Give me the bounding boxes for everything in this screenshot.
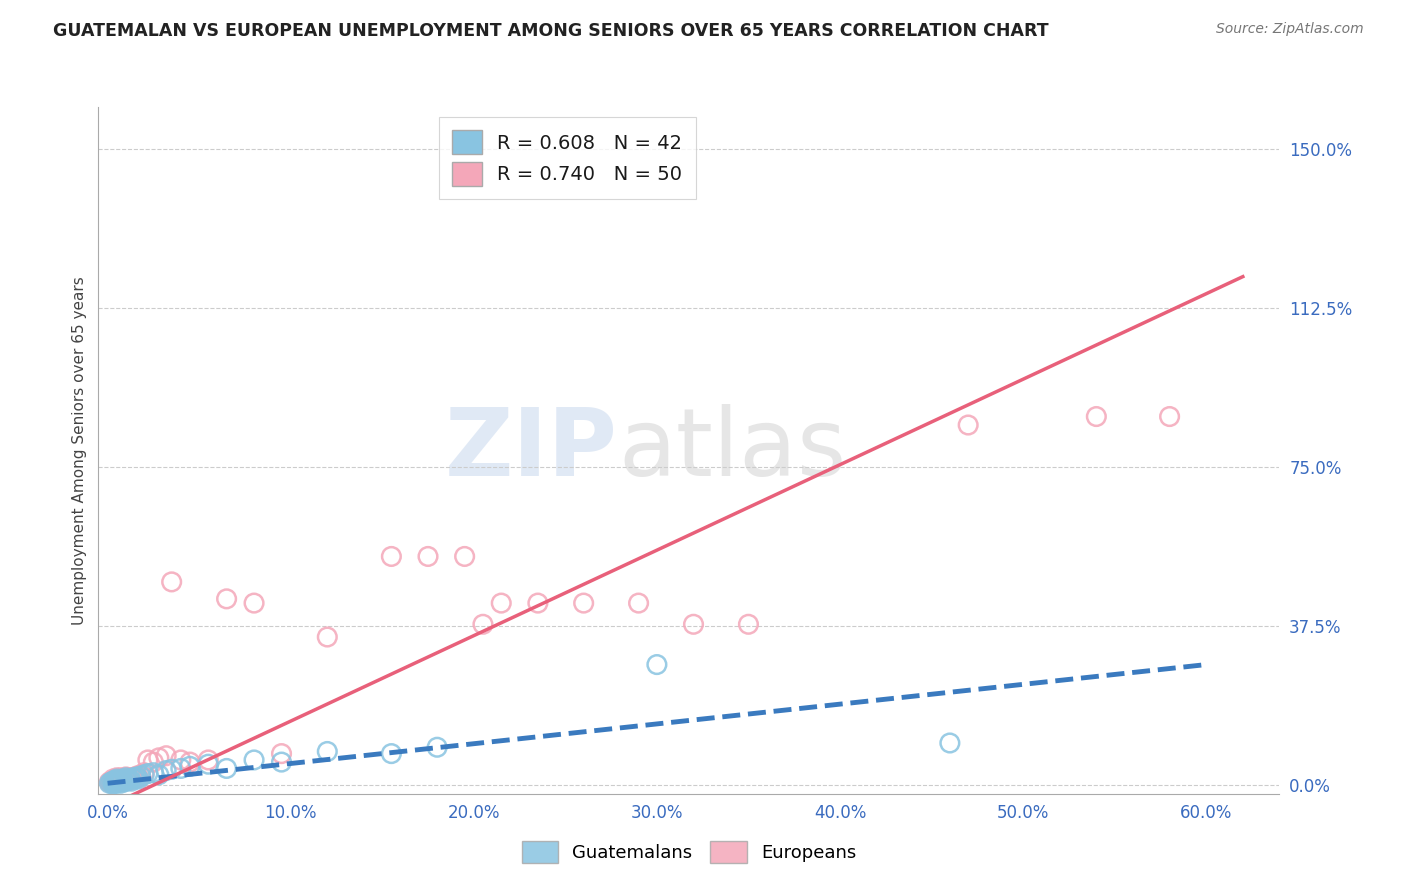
Point <box>453 549 475 564</box>
Point <box>243 753 266 767</box>
Point <box>1085 409 1108 424</box>
Point <box>100 776 122 790</box>
Point <box>148 768 170 782</box>
Point <box>120 771 142 785</box>
Point <box>142 755 165 769</box>
Point <box>98 776 121 790</box>
Point <box>124 770 146 784</box>
Point <box>215 761 238 775</box>
Point <box>155 748 177 763</box>
Point <box>115 774 138 789</box>
Point <box>117 771 139 785</box>
Point <box>101 777 124 791</box>
Point <box>134 768 156 782</box>
Point <box>737 617 759 632</box>
Point <box>426 740 449 755</box>
Point <box>527 596 550 610</box>
Point <box>939 736 962 750</box>
Point <box>179 755 201 769</box>
Point <box>129 769 152 783</box>
Point <box>270 755 292 769</box>
Point <box>111 774 134 789</box>
Point <box>645 657 668 672</box>
Point <box>110 776 132 790</box>
Point <box>110 773 132 788</box>
Point <box>112 773 135 788</box>
Point <box>122 771 145 785</box>
Text: GUATEMALAN VS EUROPEAN UNEMPLOYMENT AMONG SENIORS OVER 65 YEARS CORRELATION CHAR: GUATEMALAN VS EUROPEAN UNEMPLOYMENT AMON… <box>53 22 1049 40</box>
Point <box>380 549 402 564</box>
Point <box>682 617 704 632</box>
Text: Source: ZipAtlas.com: Source: ZipAtlas.com <box>1216 22 1364 37</box>
Point <box>1159 409 1181 424</box>
Point <box>416 549 439 564</box>
Point <box>105 776 128 790</box>
Y-axis label: Unemployment Among Seniors over 65 years: Unemployment Among Seniors over 65 years <box>72 277 87 624</box>
Point <box>128 771 150 785</box>
Point <box>243 596 266 610</box>
Point <box>100 775 122 789</box>
Point <box>122 772 145 786</box>
Point <box>107 774 129 789</box>
Point <box>111 772 134 786</box>
Point <box>120 774 142 789</box>
Point <box>111 774 134 789</box>
Point <box>572 596 595 610</box>
Point <box>115 771 138 785</box>
Point <box>316 630 339 644</box>
Point <box>128 772 150 786</box>
Point <box>957 417 980 432</box>
Point <box>125 769 148 783</box>
Point <box>115 770 138 784</box>
Point <box>380 747 402 761</box>
Point <box>136 753 159 767</box>
Point <box>270 747 292 761</box>
Point <box>112 775 135 789</box>
Point <box>104 776 127 790</box>
Point <box>105 772 128 786</box>
Point <box>105 775 128 789</box>
Point <box>197 753 219 767</box>
Point <box>98 775 121 789</box>
Point <box>316 744 339 758</box>
Point <box>124 772 146 786</box>
Point <box>627 596 650 610</box>
Point <box>104 773 127 788</box>
Point <box>129 768 152 782</box>
Point <box>160 762 183 776</box>
Point <box>111 772 134 786</box>
Point <box>148 751 170 765</box>
Text: ZIP: ZIP <box>446 404 619 497</box>
Point <box>118 772 141 786</box>
Point <box>155 764 177 778</box>
Point <box>170 761 193 775</box>
Point <box>125 770 148 784</box>
Point <box>101 772 124 786</box>
Point <box>110 775 132 789</box>
Point <box>107 774 129 789</box>
Point <box>142 765 165 780</box>
Point <box>110 771 132 785</box>
Point <box>134 765 156 780</box>
Point <box>105 771 128 785</box>
Point <box>197 757 219 772</box>
Point <box>107 775 129 789</box>
Text: atlas: atlas <box>619 404 846 497</box>
Point <box>107 772 129 786</box>
Point <box>215 591 238 606</box>
Point <box>101 774 124 789</box>
Point <box>170 753 193 767</box>
Point <box>136 766 159 780</box>
Legend: Guatemalans, Europeans: Guatemalans, Europeans <box>510 830 868 874</box>
Point <box>115 772 138 786</box>
Point <box>491 596 513 610</box>
Point <box>471 617 494 632</box>
Point <box>117 773 139 788</box>
Point <box>179 759 201 773</box>
Point <box>101 775 124 789</box>
Point <box>118 773 141 788</box>
Point <box>104 774 127 789</box>
Point <box>160 574 183 589</box>
